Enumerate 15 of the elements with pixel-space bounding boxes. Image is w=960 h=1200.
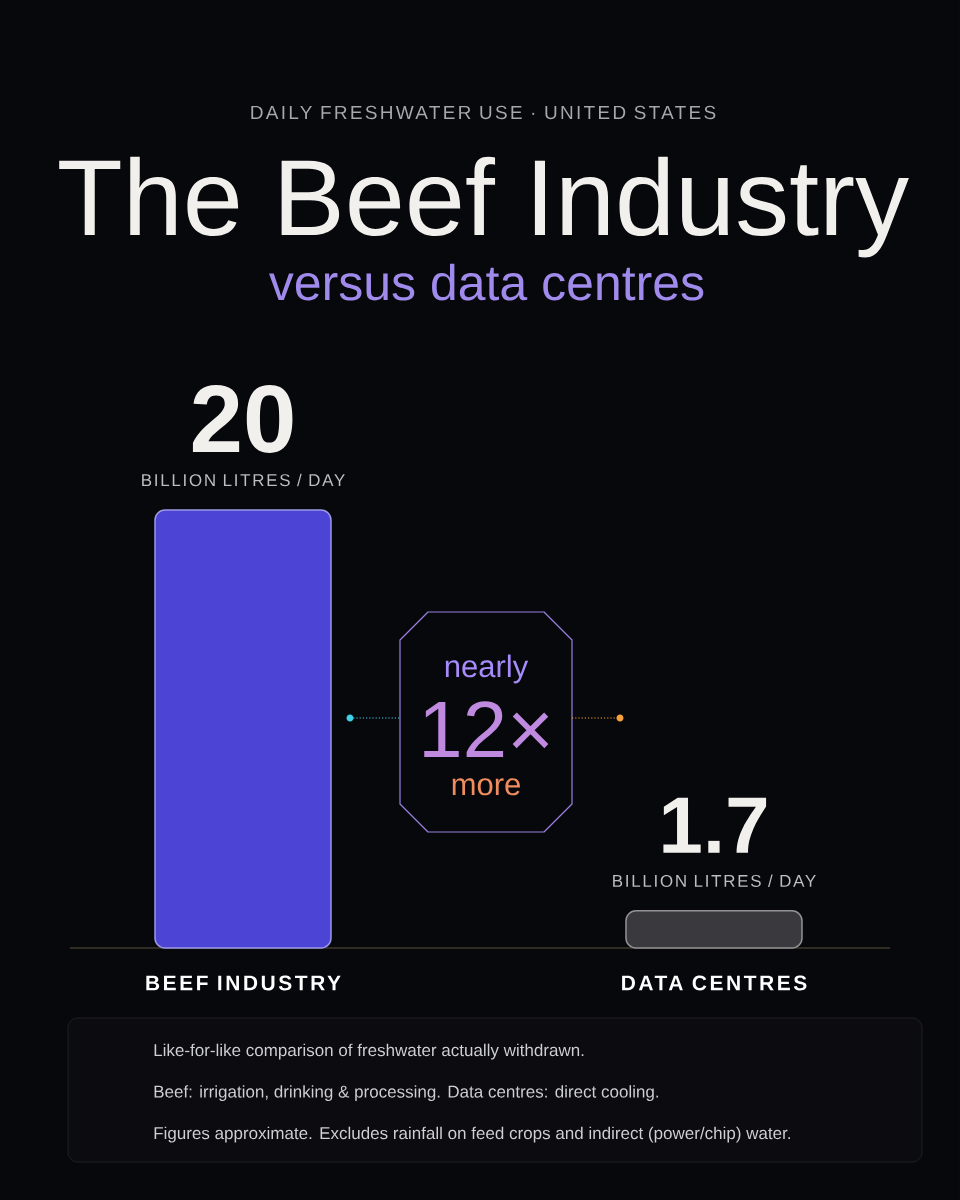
annotation: BILLION LITRES / DAY [142, 473, 345, 487]
annotation: BILLION LITRES / DAY [613, 874, 816, 887]
text: Figures approximate. Excludes rainfall on feed crops and indirect (power/chip) water. [154, 1126, 790, 1143]
chart-subtitle: versus data centres [269, 263, 704, 301]
annotation: nearly [445, 654, 529, 684]
text: DAILY FRESHWATER USE · UNITED STATES [251, 105, 716, 120]
annotation: more [452, 778, 520, 796]
data-label: 20 [192, 384, 293, 453]
chart-title: The Beef Industry [59, 156, 909, 258]
x-tick-label: BEEF INDUSTRY [146, 975, 341, 991]
annotation: 12× [424, 701, 549, 758]
text: Like-for-like comparison of freshwater actually withdrawn. [154, 1043, 584, 1060]
text: Beef: irrigation, drinking & processing. Data centres: direct cooling. [154, 1085, 659, 1102]
data-label: 1.7 [663, 797, 767, 853]
x-tick-label: DATA CENTRES [622, 975, 807, 991]
